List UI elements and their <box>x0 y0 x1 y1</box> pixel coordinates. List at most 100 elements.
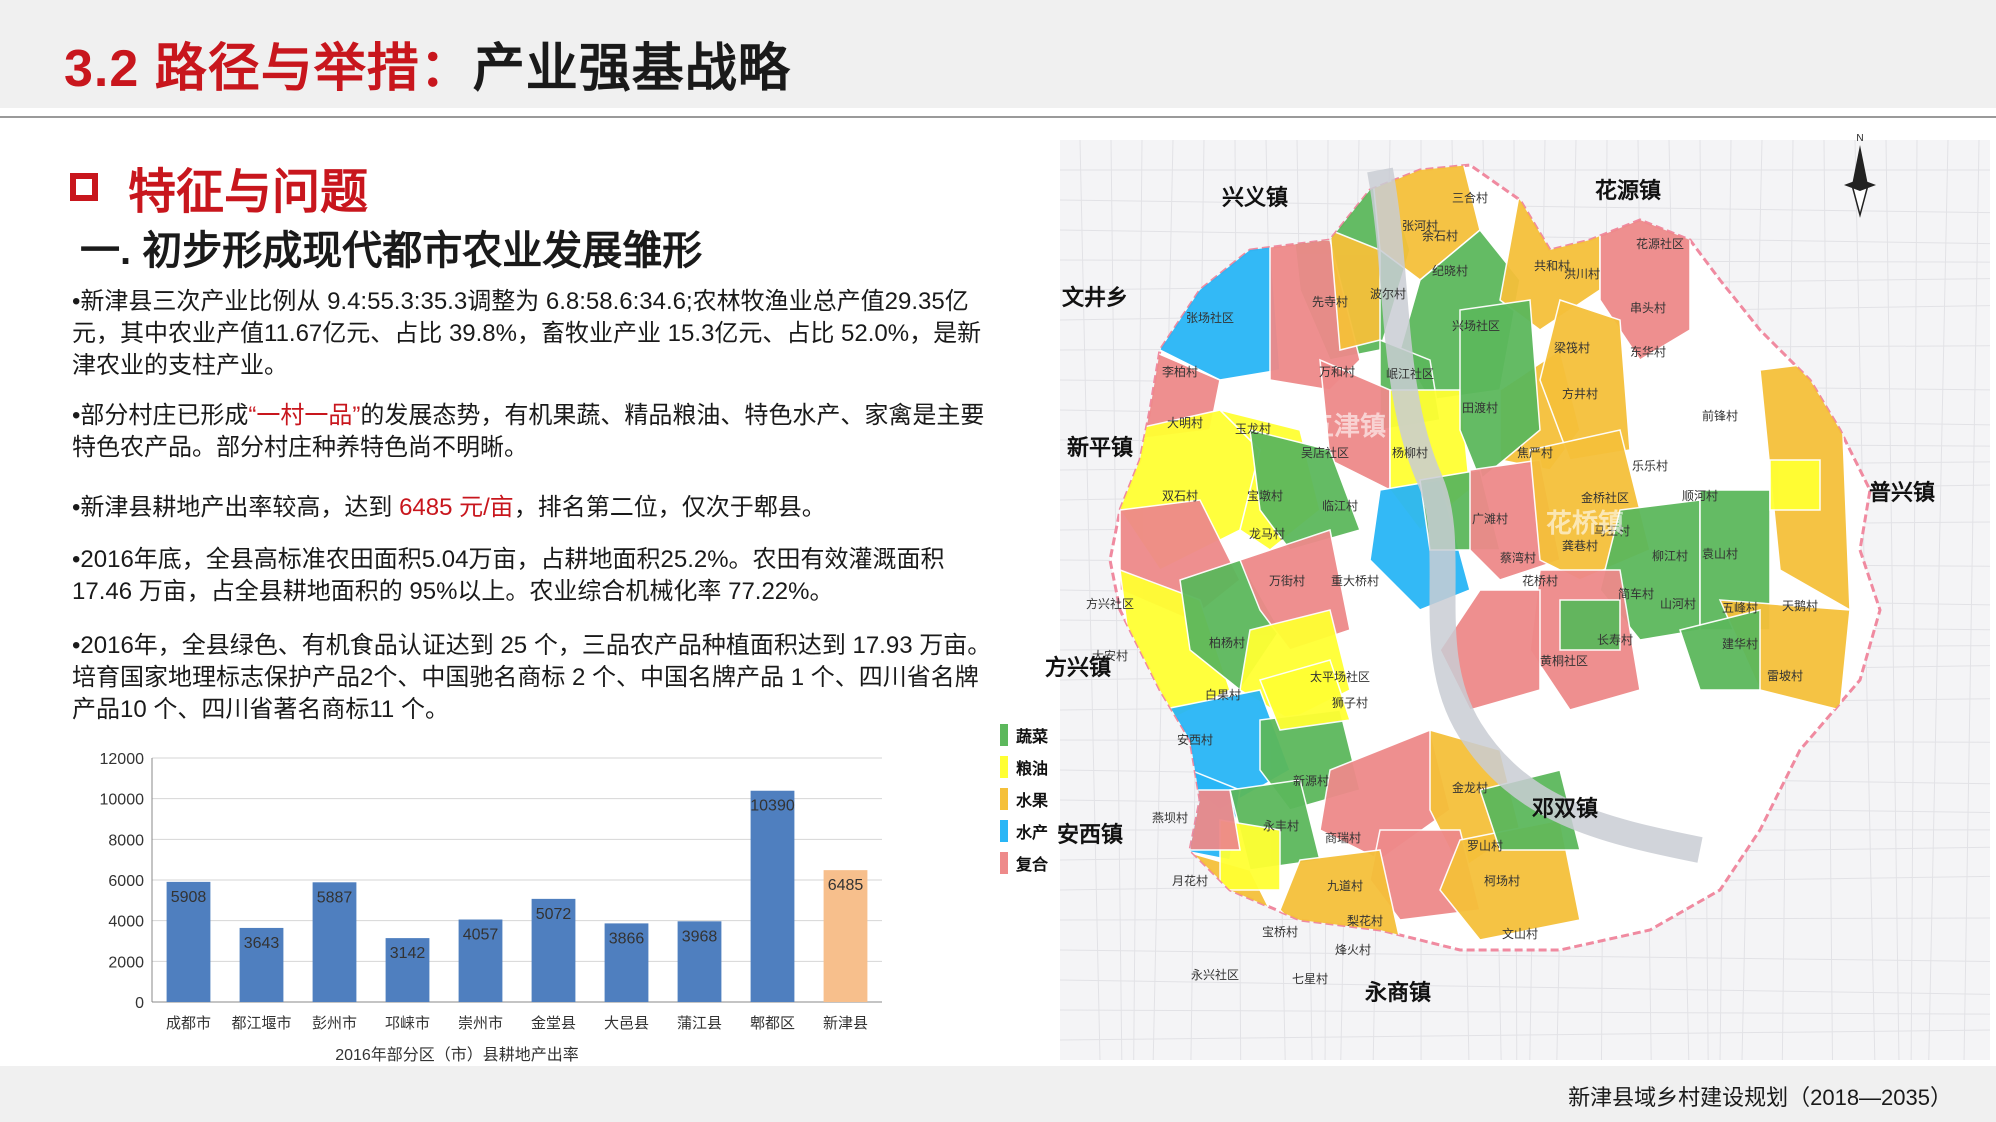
village-label: 余石村 <box>1422 228 1458 243</box>
data-label: 3968 <box>682 928 718 945</box>
village-label: 花桥村 <box>1522 573 1558 588</box>
x-tick-label: 邛崃市 <box>385 1015 430 1032</box>
town-label: 邓双镇 <box>1532 796 1598 821</box>
river <box>1367 167 1703 863</box>
town-label: 永商镇 <box>1365 980 1431 1005</box>
village-label: 玉龙村 <box>1235 422 1271 436</box>
x-tick-label: 崇州市 <box>458 1015 503 1032</box>
village-label: 前锋村 <box>1702 408 1738 423</box>
village-label: 梁筏村 <box>1554 340 1590 355</box>
paragraph-3-text-b: ，排名第二位，仅次于郫县。 <box>513 494 826 521</box>
y-tick-label: 0 <box>135 995 144 1012</box>
square-bullet-icon <box>70 173 98 201</box>
header-bar <box>0 0 1996 108</box>
data-label: 4057 <box>463 927 499 944</box>
paragraph-3: •新津县耕地产出率较高，达到 6485 元/亩，排名第二位，仅次于郫县。 <box>72 492 1002 524</box>
legend-swatch <box>1000 788 1008 810</box>
village-label: 田渡村 <box>1462 400 1498 415</box>
data-label: 3643 <box>244 935 280 952</box>
village-label: 花源社区 <box>1636 236 1684 251</box>
paragraph-3-text-a: •新津县耕地产出率较高，达到 <box>72 494 400 521</box>
paragraph-5: •2016年，全县绿色、有机食品认证达到 25 个，三品农产品种植面积达到 17… <box>72 632 992 723</box>
legend-label: 粮油 <box>1016 759 1048 778</box>
village-label: 万街村 <box>1269 574 1305 588</box>
village-label: 马王村 <box>1594 524 1630 538</box>
header-divider <box>0 116 1996 118</box>
village-label: 狮子村 <box>1332 696 1368 710</box>
village-label: 串头村 <box>1630 301 1666 315</box>
legend-swatch <box>1000 820 1008 842</box>
village-region <box>1459 299 1541 482</box>
village-label: 燕坝村 <box>1152 811 1188 825</box>
village-label: 李柏村 <box>1162 364 1198 379</box>
page-title: 3.2 路径与举措：产业强基战略 <box>64 26 791 101</box>
paragraph-3-highlight: 6485 元/亩 <box>399 494 514 521</box>
village-label: 波尔村 <box>1370 286 1406 301</box>
village-label: 烽火村 <box>1335 943 1371 957</box>
title-black-part: 产业强基战略 <box>472 40 791 98</box>
footer-text: 新津县域乡村建设规划（2018—2035） <box>1568 1085 1952 1110</box>
data-label: 5908 <box>171 889 207 906</box>
village-region <box>1769 459 1821 511</box>
x-tick-label: 彭州市 <box>312 1015 357 1032</box>
chart-title: 2016年部分区（市）县耕地产出率 <box>335 1046 579 1064</box>
bar <box>312 882 357 1002</box>
paragraph-4: •2016年底，全县高标准农田面积5.04万亩，占耕地面积25.2%。农田有效灌… <box>72 546 945 605</box>
village-region <box>1679 609 1761 691</box>
x-tick-label: 金堂县 <box>531 1015 576 1032</box>
paragraph-2-text-b: 的发展态势，有机果蔬、精品粮油、特色水产、家禽是主要特色农产品。部分村庄种养特色… <box>72 402 985 461</box>
village-label: 罗山村 <box>1467 839 1503 853</box>
x-tick-label: 郫都区 <box>750 1015 795 1032</box>
y-tick-label: 6000 <box>108 873 144 890</box>
title-red-part: 路径与举措： <box>154 40 473 98</box>
village-label: 蔡湾村 <box>1500 550 1536 565</box>
village-label: 柳江村 <box>1652 549 1688 563</box>
village-label: 洪川村 <box>1564 267 1600 281</box>
legend-label: 蔬菜 <box>1016 727 1048 746</box>
village-label: 五峰村 <box>1722 601 1758 615</box>
data-label: 10390 <box>750 798 795 815</box>
data-label: 5887 <box>317 889 353 906</box>
village-label: 雷坡村 <box>1767 669 1803 683</box>
village-label: 吴店社区 <box>1301 445 1349 460</box>
village-label: 龚巷村 <box>1562 538 1598 553</box>
village-label: 长寿村 <box>1597 633 1633 647</box>
village-label: 临江村 <box>1322 499 1358 513</box>
village-label: 大明村 <box>1167 416 1203 430</box>
village-label: 兴场社区 <box>1452 318 1500 333</box>
village-label: 七星村 <box>1292 972 1328 986</box>
village-label: 三合村 <box>1452 190 1488 205</box>
bar <box>823 870 868 1002</box>
village-label: 张场社区 <box>1186 310 1234 325</box>
village-label: 重大桥村 <box>1331 574 1379 588</box>
town-label: 方兴镇 <box>1045 655 1111 680</box>
paragraph-2-text-a: •部分村庄已形成 <box>72 402 249 429</box>
village-label: 安西村 <box>1177 732 1213 747</box>
x-tick-label: 大邑县 <box>604 1015 649 1032</box>
village-label: 商瑞村 <box>1325 830 1361 845</box>
village-label: 双石村 <box>1162 489 1198 503</box>
village-label: 九道村 <box>1327 879 1363 893</box>
village-label: 金龙村 <box>1452 780 1488 795</box>
bar <box>458 919 503 1002</box>
data-label: 3866 <box>609 930 645 947</box>
legend-label: 复合 <box>1015 855 1049 874</box>
x-tick-label: 新津县 <box>823 1015 868 1032</box>
village-label: 方兴社区 <box>1086 596 1134 611</box>
village-label: 永丰村 <box>1263 819 1299 833</box>
village-label: 月花村 <box>1172 873 1208 888</box>
village-label: 太平场社区 <box>1310 669 1370 684</box>
paragraph-2-highlight: “一村一品” <box>248 402 361 429</box>
bar-chart: 0 2000 4000 6000 8000 10000 12000 5908 成都市 3643 都江… <box>72 740 892 1070</box>
bar <box>166 881 211 1002</box>
village-label: 纪晓村 <box>1432 264 1468 278</box>
village-label: 天鹅村 <box>1782 599 1818 613</box>
legend-swatch <box>1000 852 1008 874</box>
legend-swatch <box>1000 756 1008 778</box>
paragraph-1: •新津县三次产业比例从 9.4:55.3:35.3调整为 6.8:58.6:34… <box>72 288 982 379</box>
village-label: 袁山村 <box>1702 547 1738 561</box>
x-tick-label: 都江堰市 <box>231 1015 291 1032</box>
